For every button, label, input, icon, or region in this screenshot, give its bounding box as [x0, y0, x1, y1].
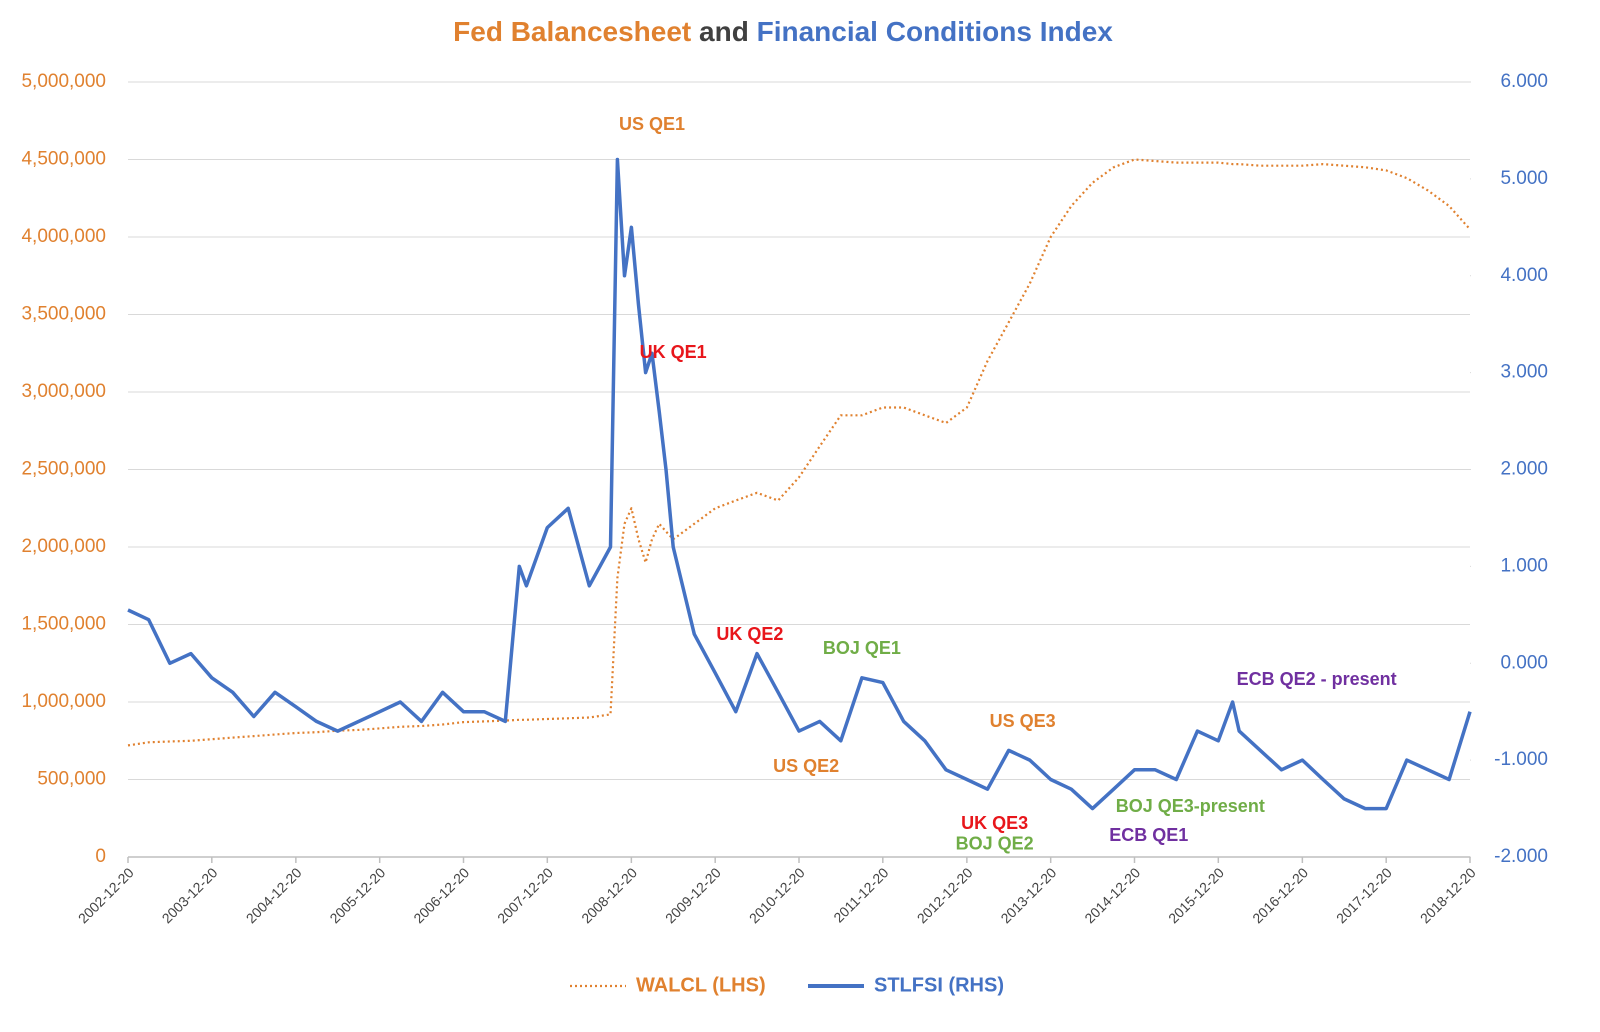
y-tick-label: 4,500,000 — [21, 149, 106, 170]
y2-tick-label: 4.000 — [1500, 265, 1548, 286]
annotation: US QE1 — [619, 114, 685, 134]
y2-tick-label: 1.000 — [1500, 555, 1548, 576]
annotation: ECB QE2 - present — [1237, 669, 1397, 689]
y2-tick-label: 2.000 — [1500, 459, 1548, 480]
y2-tick-label: -1.000 — [1494, 749, 1548, 770]
x-tick-label: 2002-12-20 — [75, 864, 137, 926]
y-tick-label: 3,500,000 — [21, 304, 106, 325]
y-tick-label: 5,000,000 — [21, 71, 106, 92]
y-tick-label: 1,000,000 — [21, 691, 106, 712]
annotation: US QE3 — [990, 711, 1056, 731]
y2-tick-label: 3.000 — [1500, 362, 1548, 383]
y2-tick-label: 0.000 — [1500, 652, 1548, 673]
title-part: and — [699, 16, 749, 47]
annotation: BOJ QE2 — [956, 833, 1034, 853]
y-tick-label: 2,500,000 — [21, 459, 106, 480]
annotation: BOJ QE1 — [823, 638, 901, 658]
x-tick-label: 2007-12-20 — [494, 864, 556, 926]
annotation: UK QE3 — [961, 813, 1028, 833]
x-tick-label: 2006-12-20 — [410, 864, 472, 926]
x-tick-label: 2014-12-20 — [1081, 864, 1143, 926]
series-line — [127, 157, 1472, 811]
x-tick-label: 2009-12-20 — [662, 864, 724, 926]
x-tick-label: 2008-12-20 — [578, 864, 640, 926]
y-tick-label: 0 — [95, 846, 106, 867]
x-tick-label: 2015-12-20 — [1165, 864, 1227, 926]
title-part: Financial Conditions Index — [757, 16, 1114, 47]
x-tick-label: 2013-12-20 — [997, 864, 1059, 926]
annotation: ECB QE1 — [1109, 825, 1188, 845]
legend-label: STLFSI (RHS) — [874, 974, 1004, 996]
x-tick-label: 2018-12-20 — [1417, 864, 1479, 926]
annotation: BOJ QE3-present — [1116, 796, 1265, 816]
x-tick-label: 2012-12-20 — [914, 864, 976, 926]
x-tick-label: 2016-12-20 — [1249, 864, 1311, 926]
y-tick-label: 1,500,000 — [21, 614, 106, 635]
x-tick-label: 2011-12-20 — [830, 864, 891, 925]
title-part: Fed Balancesheet — [453, 16, 691, 47]
x-tick-label: 2004-12-20 — [243, 864, 305, 926]
x-tick-label: 2010-12-20 — [746, 864, 808, 926]
x-tick-label: 2005-12-20 — [326, 864, 388, 926]
annotation: UK QE2 — [716, 624, 783, 644]
y-tick-label: 3,000,000 — [21, 381, 106, 402]
series-line — [127, 158, 1471, 747]
y-tick-label: 500,000 — [37, 769, 106, 790]
chart-title: Fed Balancesheet and Financial Condition… — [453, 16, 1113, 47]
y2-tick-label: 6.000 — [1500, 71, 1548, 92]
y2-tick-label: -2.000 — [1494, 846, 1548, 867]
x-tick-label: 2003-12-20 — [159, 864, 221, 926]
x-tick-label: 2017-12-20 — [1333, 864, 1395, 926]
y2-tick-label: 5.000 — [1500, 168, 1548, 189]
y-tick-label: 4,000,000 — [21, 226, 106, 247]
legend-label: WALCL (LHS) — [636, 974, 766, 996]
annotation: US QE2 — [773, 756, 839, 776]
y-tick-label: 2,000,000 — [21, 536, 106, 557]
annotation: UK QE1 — [640, 342, 707, 362]
